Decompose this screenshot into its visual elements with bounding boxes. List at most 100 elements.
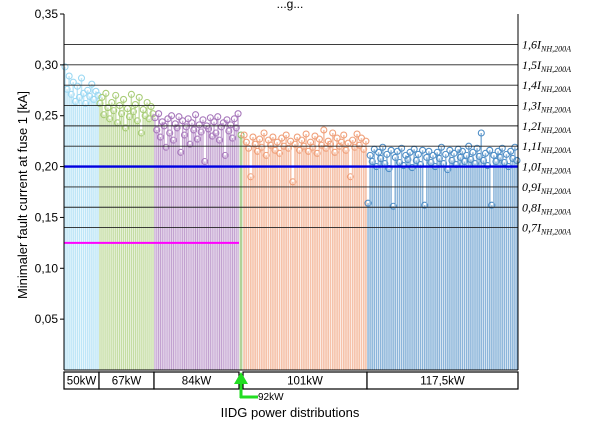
data-point-marker xyxy=(340,131,348,139)
y-axis-label: Minimaler fault current at fuse 1 [kA] xyxy=(15,91,30,299)
data-point-marker xyxy=(173,124,181,132)
data-point-marker xyxy=(190,126,198,134)
data-point-marker xyxy=(120,95,128,103)
data-point-marker xyxy=(304,147,312,155)
data-point-marker xyxy=(104,104,112,112)
data-point-marker xyxy=(486,146,494,154)
y-tick-label: 0,05 xyxy=(35,312,59,326)
data-point-marker xyxy=(131,100,139,109)
data-point-marker xyxy=(331,148,339,156)
data-point-marker xyxy=(326,140,335,148)
data-point-marker xyxy=(147,103,155,111)
data-point-marker xyxy=(121,124,130,132)
data-point-marker xyxy=(125,113,133,121)
data-point-marker xyxy=(333,134,341,142)
x-axis-label: IIDG power distributions xyxy=(221,405,360,420)
reference-line-label: 1,6INH,200A xyxy=(522,38,571,54)
data-point-marker xyxy=(100,111,108,119)
data-point-marker xyxy=(320,126,328,134)
data-point-marker xyxy=(309,143,317,151)
data-point-marker xyxy=(223,116,231,124)
data-point-marker xyxy=(355,141,363,149)
data-point-marker xyxy=(313,149,321,157)
data-point-marker xyxy=(460,157,469,166)
data-point-marker xyxy=(153,126,161,134)
data-point-marker xyxy=(199,116,207,124)
data-point-marker xyxy=(98,93,106,101)
data-point-marker xyxy=(234,110,242,118)
data-point-marker xyxy=(180,131,189,139)
data-point-marker xyxy=(509,154,517,162)
reference-line-label: 1,3INH,200A xyxy=(522,99,571,115)
data-point-marker xyxy=(90,95,98,103)
data-point-marker xyxy=(496,153,504,161)
data-point-marker xyxy=(73,82,81,90)
group-label: 50kW xyxy=(67,376,97,388)
data-point-marker xyxy=(467,155,475,163)
reference-line-label: 1,5INH,200A xyxy=(522,58,571,74)
data-point-marker xyxy=(96,99,104,108)
data-point-marker xyxy=(289,178,297,186)
data-point-marker xyxy=(156,133,165,141)
data-point-marker xyxy=(110,107,118,115)
data-point-marker xyxy=(214,113,222,121)
data-point-marker xyxy=(412,156,420,165)
data-point-marker xyxy=(498,144,506,152)
data-point-marker xyxy=(240,131,248,139)
data-point-marker xyxy=(197,128,205,136)
data-point-marker xyxy=(258,143,266,151)
data-point-marker xyxy=(216,136,224,144)
data-point-marker xyxy=(425,147,433,155)
data-point-marker xyxy=(448,156,456,165)
data-point-marker xyxy=(456,153,464,161)
data-point-marker xyxy=(102,89,110,97)
group-label-box xyxy=(366,371,519,390)
data-point-marker xyxy=(244,144,253,152)
chart-title: ...g... xyxy=(277,0,304,11)
data-point-marker xyxy=(492,157,500,166)
data-point-marker xyxy=(364,199,372,207)
data-point-marker xyxy=(112,91,120,99)
data-point-marker xyxy=(490,151,498,159)
data-point-marker xyxy=(437,143,446,151)
data-point-marker xyxy=(227,121,235,129)
annotation-arrow-head xyxy=(234,372,248,384)
data-point-marker xyxy=(442,150,450,158)
data-point-marker xyxy=(177,148,185,156)
data-point-marker xyxy=(351,143,359,151)
data-point-marker xyxy=(488,201,496,209)
data-point-marker xyxy=(92,87,100,95)
data-point-marker xyxy=(242,138,250,146)
data-point-marker xyxy=(389,202,397,210)
data-point-marker xyxy=(267,141,275,149)
data-point-marker xyxy=(256,135,264,143)
data-point-marker xyxy=(337,138,346,146)
data-point-marker xyxy=(182,123,190,131)
data-point-marker xyxy=(184,115,192,123)
data-point-marker xyxy=(127,90,135,98)
data-point-marker xyxy=(94,91,102,99)
reference-line-label: 1,4INH,200A xyxy=(522,78,571,94)
data-point-marker xyxy=(368,157,376,166)
data-point-marker xyxy=(329,129,337,137)
data-point-marker xyxy=(507,147,515,155)
data-point-marker xyxy=(77,74,86,82)
data-point-marker xyxy=(162,143,170,151)
data-point-marker xyxy=(379,143,387,151)
group-label: 84kW xyxy=(182,376,212,388)
data-point-marker xyxy=(168,112,176,120)
data-point-marker xyxy=(366,151,374,159)
data-point-marker xyxy=(458,147,466,155)
data-point-marker xyxy=(423,153,431,161)
data-point-marker xyxy=(253,147,261,155)
data-point-marker xyxy=(282,131,290,139)
data-point-marker xyxy=(169,136,177,144)
data-point-marker xyxy=(377,154,385,162)
data-point-marker xyxy=(228,134,237,142)
data-point-marker xyxy=(88,80,96,88)
data-point-marker xyxy=(291,140,299,148)
data-point-marker xyxy=(362,137,370,145)
data-point-marker xyxy=(65,72,73,80)
data-point-marker xyxy=(251,140,259,148)
data-point-marker xyxy=(275,149,284,157)
